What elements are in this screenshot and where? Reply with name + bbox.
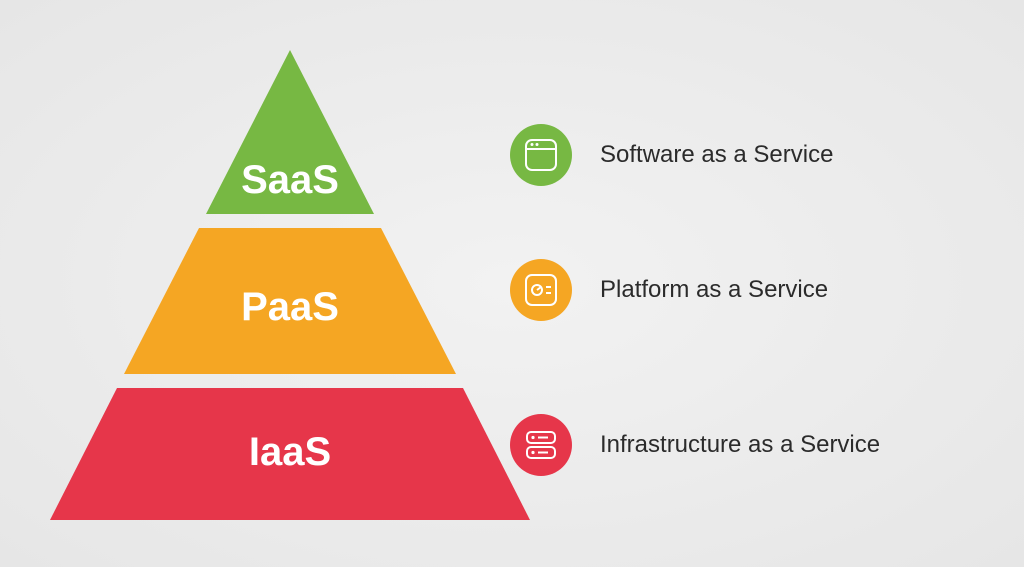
legend-row-paas: Platform as a Service xyxy=(510,210,990,370)
legend-label-paas: Platform as a Service xyxy=(600,276,828,304)
legend-row-saas: Software as a Service xyxy=(510,100,990,210)
legend-icon-wrap-paas xyxy=(510,259,572,321)
legend-label-iaas: Infrastructure as a Service xyxy=(600,431,880,459)
legend-icon-wrap-iaas xyxy=(510,414,572,476)
pyramid-label-paas: PaaS xyxy=(50,285,530,330)
legend-icon-wrap-saas xyxy=(510,124,572,186)
gauge-icon xyxy=(524,273,558,307)
app-window-icon xyxy=(524,138,558,172)
servers-icon xyxy=(524,428,558,462)
pyramid-container: SaaS PaaS IaaS xyxy=(50,50,530,520)
legend-container: Software as a Service Platform as a Serv… xyxy=(510,100,990,520)
legend-label-saas: Software as a Service xyxy=(600,141,833,169)
legend-row-iaas: Infrastructure as a Service xyxy=(510,370,990,520)
pyramid-label-saas: SaaS xyxy=(50,158,530,203)
pyramid-label-iaas: IaaS xyxy=(50,430,530,475)
